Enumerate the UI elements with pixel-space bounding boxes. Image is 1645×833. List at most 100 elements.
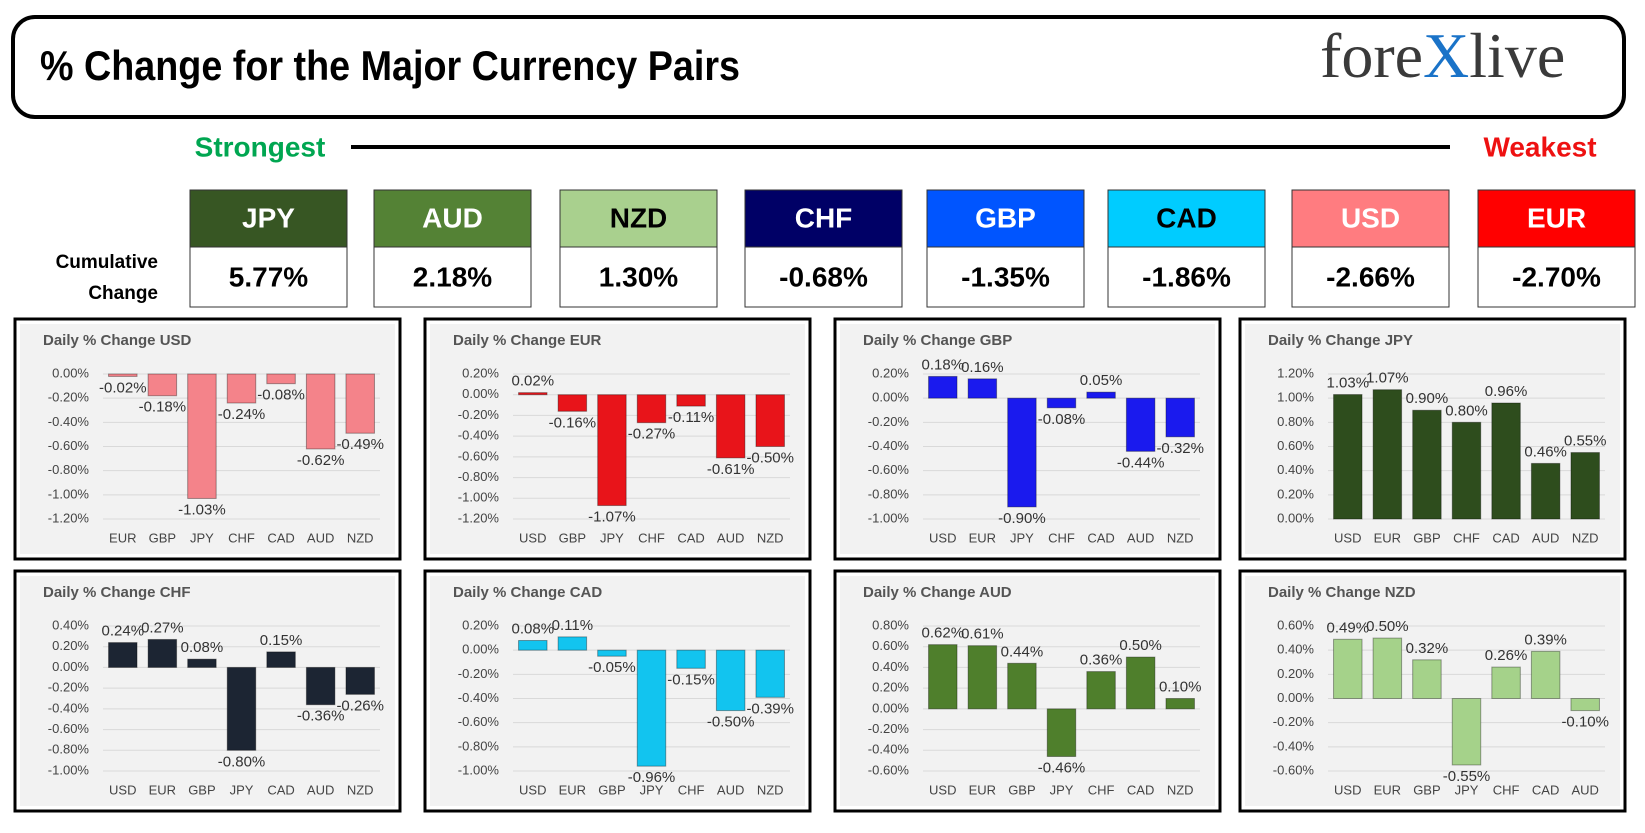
- x-tick-label: AUD: [1571, 782, 1598, 797]
- x-tick-label: GBP: [598, 782, 625, 797]
- bar: [147, 638, 178, 668]
- chart-title: Daily % Change JPY: [1268, 332, 1413, 349]
- currency-name: NZD: [610, 202, 668, 233]
- value-label: -0.05%: [588, 659, 636, 676]
- value-label: 0.50%: [1366, 618, 1409, 635]
- y-tick-label: -1.00%: [458, 490, 500, 505]
- bar: [1086, 671, 1116, 710]
- currency-name: USD: [1341, 202, 1400, 233]
- value-label: 0.15%: [260, 632, 303, 649]
- y-tick-label: -0.20%: [1273, 714, 1315, 729]
- bar: [755, 394, 785, 448]
- value-label: -0.36%: [297, 708, 345, 725]
- y-tick-label: -1.00%: [458, 762, 500, 777]
- y-tick-label: 0.20%: [462, 617, 499, 632]
- bar: [1530, 650, 1561, 699]
- y-tick-label: 0.20%: [872, 680, 909, 695]
- y-tick-label: -1.00%: [48, 486, 90, 501]
- y-tick-label: 0.80%: [872, 617, 909, 632]
- x-tick-label: GBP: [1413, 530, 1440, 545]
- logo-mark: X: [1423, 20, 1469, 91]
- y-tick-label: 0.20%: [1277, 666, 1314, 681]
- bar: [1165, 698, 1195, 710]
- y-tick-label: -0.40%: [48, 414, 90, 429]
- page-title: % Change for the Major Currency Pairs: [40, 42, 740, 89]
- bar: [1491, 666, 1521, 699]
- value-label: 0.62%: [922, 625, 965, 642]
- x-tick-label: AUD: [307, 782, 334, 797]
- x-tick-label: EUR: [969, 530, 996, 545]
- x-tick-label: GBP: [1413, 782, 1440, 797]
- currency-cell: [1107, 246, 1266, 308]
- value-label: -0.15%: [667, 671, 715, 688]
- x-tick-label: EUR: [559, 782, 586, 797]
- bar: [1046, 708, 1077, 757]
- x-tick-label: CAD: [267, 782, 294, 797]
- value-label: -0.80%: [218, 753, 266, 770]
- y-tick-label: -1.00%: [48, 762, 90, 777]
- value-label: 0.36%: [1080, 652, 1123, 669]
- x-tick-label: USD: [109, 782, 136, 797]
- y-tick-label: -0.80%: [458, 738, 500, 753]
- x-tick-label: CAD: [1492, 530, 1519, 545]
- logo-right: live: [1469, 20, 1565, 91]
- y-tick-label: -0.20%: [458, 407, 500, 422]
- currency-header: [559, 189, 718, 248]
- value-label: -0.27%: [628, 426, 676, 443]
- y-tick-label: -0.60%: [458, 714, 500, 729]
- value-label: 0.49%: [1327, 619, 1370, 636]
- bar: [1530, 462, 1561, 520]
- x-tick-label: USD: [929, 782, 956, 797]
- x-tick-label: CAD: [1087, 530, 1114, 545]
- y-tick-label: -0.60%: [48, 721, 90, 736]
- value-label: 0.11%: [552, 617, 593, 634]
- y-tick-label: -1.20%: [48, 510, 90, 525]
- bar: [1333, 394, 1363, 520]
- y-tick-label: -0.40%: [458, 690, 500, 705]
- currency-header: [744, 189, 903, 248]
- x-tick-label: GBP: [559, 530, 586, 545]
- currency-change: 5.77%: [229, 261, 308, 292]
- currency-name: GBP: [975, 202, 1036, 233]
- x-tick-label: JPY: [190, 530, 214, 545]
- value-label: -0.16%: [549, 414, 597, 431]
- x-tick-label: CHF: [678, 782, 705, 797]
- value-label: -0.49%: [336, 436, 384, 453]
- currency-header: [373, 189, 532, 248]
- y-tick-label: 0.20%: [52, 638, 89, 653]
- value-label: 0.24%: [102, 623, 145, 640]
- value-label: 0.61%: [961, 626, 1004, 643]
- value-label: -0.55%: [1443, 768, 1491, 785]
- x-tick-label: GBP: [1008, 782, 1035, 797]
- x-tick-label: GBP: [149, 530, 176, 545]
- currency-change: -2.66%: [1326, 261, 1415, 292]
- currency-name: CAD: [1156, 202, 1217, 233]
- x-tick-label: JPY: [1010, 530, 1034, 545]
- y-tick-label: 0.60%: [872, 638, 909, 653]
- y-tick-label: 0.20%: [1277, 486, 1314, 501]
- value-label: -0.11%: [668, 409, 714, 426]
- bar: [1451, 421, 1482, 520]
- value-label: -0.02%: [99, 379, 147, 396]
- bar: [636, 649, 667, 767]
- currency-header: [1107, 189, 1266, 248]
- bar: [1165, 397, 1195, 438]
- bar: [557, 394, 588, 412]
- x-tick-label: AUD: [1127, 530, 1154, 545]
- bar: [108, 373, 138, 377]
- x-tick-label: CHF: [638, 530, 665, 545]
- x-tick-label: AUD: [717, 782, 744, 797]
- y-tick-label: 0.00%: [52, 659, 89, 674]
- bar: [676, 394, 706, 407]
- weakest-label: Weakest: [1483, 131, 1596, 162]
- value-label: 1.07%: [1366, 370, 1409, 387]
- x-tick-label: CAD: [1127, 782, 1154, 797]
- bar: [518, 392, 548, 396]
- y-tick-label: -0.20%: [48, 680, 90, 695]
- strongest-label: Strongest: [195, 131, 326, 162]
- value-label: -1.03%: [178, 501, 226, 518]
- chart-title: Daily % Change EUR: [453, 332, 602, 349]
- x-tick-label: CHF: [228, 530, 255, 545]
- value-label: 0.44%: [1001, 643, 1044, 660]
- y-tick-label: 1.20%: [1277, 365, 1314, 380]
